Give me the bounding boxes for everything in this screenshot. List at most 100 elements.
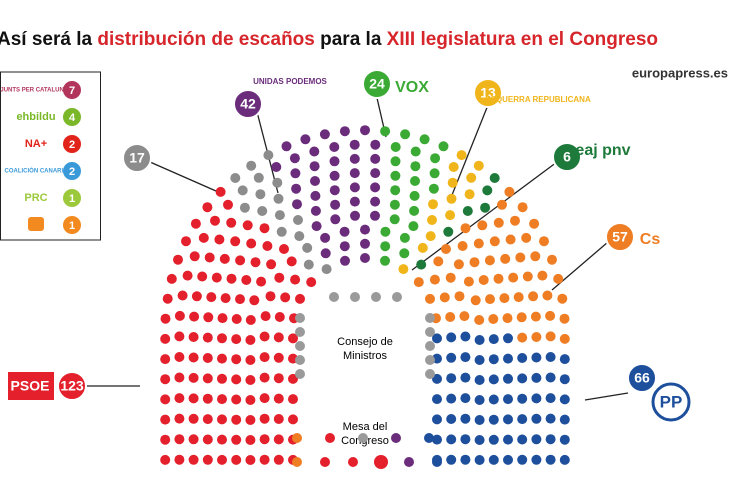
seat [262, 241, 273, 251]
seat [390, 170, 401, 181]
seat [559, 454, 570, 465]
seat [245, 375, 256, 385]
seat [545, 454, 556, 465]
seat [272, 177, 283, 188]
seat [289, 153, 300, 164]
seat [360, 253, 370, 263]
seat [188, 332, 199, 342]
seat [545, 413, 556, 424]
seat [438, 141, 449, 152]
seat [288, 414, 298, 425]
seat [349, 182, 360, 193]
seat [188, 434, 199, 445]
seat [545, 310, 556, 321]
seat-badge [362, 69, 392, 99]
seat [202, 454, 213, 465]
seat-badge [63, 162, 81, 180]
seat [182, 270, 193, 281]
seat [174, 413, 185, 424]
seat-count: 2 [69, 139, 75, 151]
seat [489, 173, 500, 183]
seat [460, 393, 471, 404]
seat [408, 221, 419, 232]
seat-badge [63, 189, 81, 207]
seat [446, 414, 457, 424]
seat [425, 231, 436, 242]
seat [288, 373, 298, 384]
seat [303, 259, 314, 270]
mesa-seat [358, 433, 368, 443]
seat [273, 454, 284, 465]
seat [276, 226, 287, 237]
government-seat [295, 369, 305, 379]
government-seat [350, 292, 360, 302]
seat [447, 177, 458, 188]
seat [231, 434, 242, 445]
government-seat [425, 341, 435, 351]
seat [503, 373, 513, 384]
seat [321, 264, 332, 275]
government-seat [295, 313, 305, 323]
seat [160, 434, 171, 445]
seat [259, 352, 270, 363]
seat [390, 185, 401, 196]
seat-count: 4 [69, 112, 76, 124]
seat [310, 190, 321, 201]
party-name: COALICIÓN CANARIA [5, 167, 69, 175]
party-name: PP [660, 392, 683, 411]
others-box [0, 71, 101, 241]
seat [231, 394, 242, 405]
mesa-seat [292, 457, 302, 467]
seat [197, 271, 208, 282]
seat [310, 205, 321, 216]
seat [160, 394, 171, 405]
seat [504, 186, 515, 197]
seat [380, 255, 390, 266]
seat [464, 189, 475, 200]
seat [360, 238, 370, 249]
seat [160, 354, 171, 365]
seat [500, 253, 511, 264]
seat [259, 413, 270, 424]
seat [370, 153, 381, 164]
seat-badge [63, 216, 81, 234]
seat [559, 374, 570, 385]
seat [246, 160, 257, 171]
seat [280, 292, 291, 303]
seat [273, 434, 284, 445]
seat [245, 315, 256, 325]
seat [432, 414, 442, 425]
chart-title: Así será la distribución de escaños para… [0, 29, 658, 50]
seat [488, 394, 499, 405]
seat [531, 332, 542, 342]
seat [231, 414, 242, 425]
seat [477, 220, 488, 231]
seat [271, 162, 282, 172]
seat [309, 146, 320, 157]
seat [446, 434, 457, 445]
seat [531, 393, 542, 404]
seat [474, 395, 485, 405]
seat-count: 1 [69, 193, 75, 205]
seat [488, 354, 499, 365]
seat [174, 352, 185, 362]
party-name: Cs [640, 231, 661, 248]
seat [531, 454, 542, 465]
seat [478, 275, 489, 285]
seat [245, 395, 256, 405]
seat [293, 215, 303, 225]
seat [274, 272, 285, 283]
seat [553, 273, 564, 284]
seat [265, 291, 276, 302]
seat [174, 434, 185, 445]
seat [174, 372, 185, 383]
seat [488, 334, 499, 345]
seat [446, 393, 457, 404]
party-name: NA+ [25, 138, 47, 150]
seat [245, 415, 256, 425]
seat-badge [63, 81, 81, 99]
seat [239, 202, 250, 213]
seat [537, 270, 548, 281]
seat [230, 173, 241, 183]
